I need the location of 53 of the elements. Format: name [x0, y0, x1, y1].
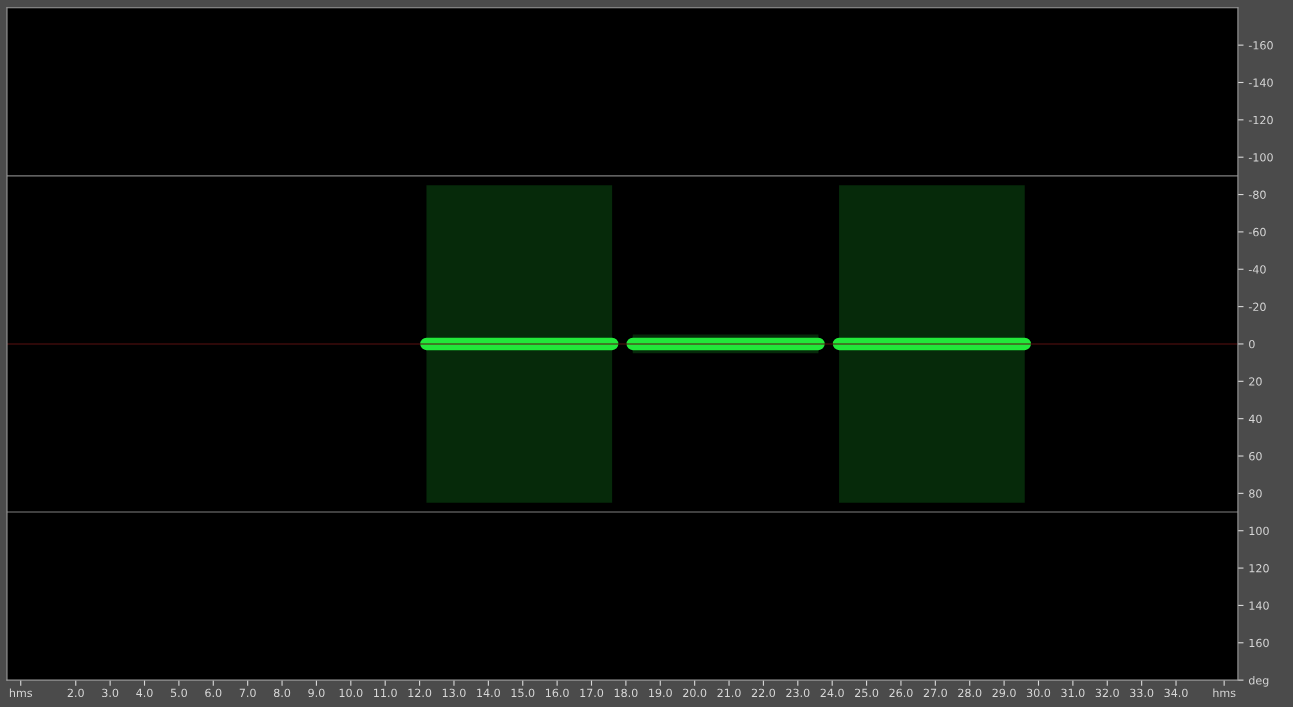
y-tick-label: -60 [1248, 227, 1266, 237]
x-tick-label: 2.0 [67, 688, 84, 698]
y-tick-label: 60 [1249, 451, 1262, 461]
y-tick-label: -100 [1248, 153, 1273, 162]
y-tick-label: 160 [1249, 638, 1269, 648]
x-tick-label: hms [1213, 688, 1236, 698]
x-tick-label: 9.0 [308, 688, 325, 698]
y-tick-label: 0 [1249, 339, 1255, 349]
x-tick-label: 22.0 [751, 688, 776, 698]
x-tick-label: 18.0 [614, 688, 638, 698]
x-tick-label: 29.0 [992, 688, 1016, 698]
x-tick-label: 30.0 [1026, 688, 1051, 698]
x-tick-label: 33.0 [1130, 688, 1154, 698]
y-tick-label: -80 [1248, 190, 1266, 199]
x-tick-label: 20.0 [683, 688, 707, 698]
x-tick-label: 21.0 [717, 688, 741, 698]
x-tick-label: 14.0 [477, 688, 500, 698]
x-tick-label: 27.0 [923, 688, 947, 698]
x-tick-label: 12.0 [408, 688, 432, 698]
x-tick-label: 10.0 [339, 688, 363, 698]
y-tick-label: 120 [1249, 564, 1269, 573]
x-tick-label: 31.0 [1061, 688, 1085, 698]
x-tick-label: 3.0 [102, 688, 119, 698]
x-tick-label: 16.0 [545, 688, 569, 698]
x-tick-label: 11.0 [374, 688, 397, 698]
x-tick-label: 15.0 [511, 688, 535, 698]
x-tick-label: 34.0 [1164, 688, 1188, 698]
y-tick-label: 80 [1249, 489, 1262, 498]
y-tick-label: 100 [1249, 526, 1269, 536]
x-tick-label: hms [9, 688, 33, 698]
y-tick-label: 140 [1249, 601, 1269, 610]
x-tick-label: 28.0 [958, 688, 982, 698]
x-tick-label: 19.0 [649, 688, 672, 698]
y-tick-label: -160 [1248, 41, 1273, 50]
x-tick-label: 23.0 [786, 688, 810, 698]
x-tick-label: 4.0 [136, 688, 153, 698]
x-tick-label: 6.0 [205, 688, 222, 698]
y-tick-label: deg [1248, 675, 1269, 687]
x-tick-label: 13.0 [442, 688, 466, 698]
y-tick-label: -120 [1248, 115, 1273, 125]
x-tick-label: 17.0 [580, 688, 604, 698]
x-tick-label: 5.0 [170, 688, 187, 698]
y-tick-label: 40 [1248, 414, 1262, 424]
y-tick-label: -40 [1248, 265, 1266, 274]
y-tick-label: -20 [1248, 302, 1266, 311]
x-tick-label: 8.0 [273, 688, 291, 698]
x-tick-label: 7.0 [239, 688, 256, 698]
x-tick-label: 26.0 [889, 688, 913, 698]
y-tick-label: 20 [1249, 377, 1262, 386]
y-tick-label: -140 [1248, 78, 1273, 87]
x-tick-label: 32.0 [1095, 688, 1119, 698]
x-tick-label: 24.0 [820, 688, 844, 698]
x-tick-label: 25.0 [855, 688, 879, 698]
